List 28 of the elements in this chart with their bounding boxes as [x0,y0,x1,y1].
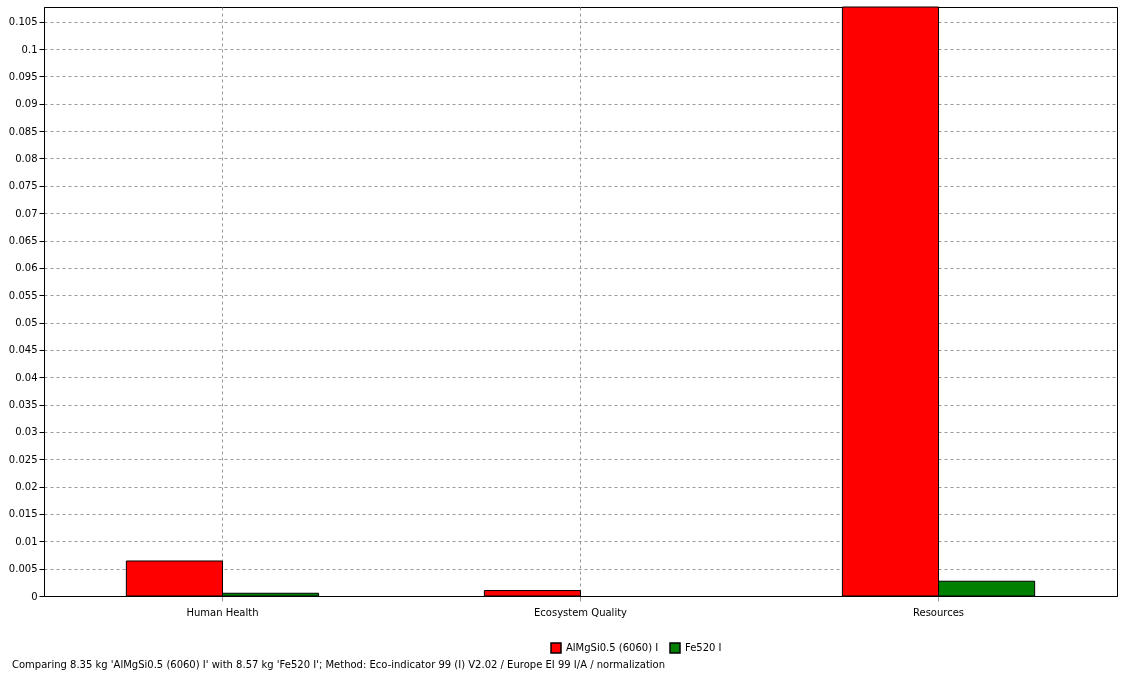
text: Comparing 8.35 kg 'AlMgSi0.5 (6060) I' with 8.57 kg 'Fe520 I'; Method: Eco-indicator 99 (I) V2.02 / Europe EI 99 I/A / normalization [12,659,666,670]
y-tick-label: 0.085 [8,125,38,137]
y-tick-label: 0.005 [8,563,38,575]
y-tick-label: 0.095 [8,70,38,82]
y-tick-label: 0.06 [15,262,38,274]
y-tick-label: 0.065 [8,235,38,247]
y-tick-label: 0.08 [15,152,38,164]
y-tick-label: 0.1 [21,43,38,55]
x-tick-label: Resources [912,606,965,618]
y-tick-label: 0.035 [8,399,38,411]
y-tick-label: 0 [31,590,38,602]
y-tick-label: 0.045 [8,344,38,356]
y-tick-label: 0.07 [15,207,38,219]
y-tick-label: 0.055 [8,289,38,301]
y-tick-label: 0.105 [8,16,38,28]
y-tick-label: 0.04 [15,371,38,383]
x-tick-label: Human Health [186,606,259,618]
legend-label: Fe520 I [685,642,722,653]
y-tick-label: 0.01 [15,535,38,547]
y-tick-label: 0.02 [15,481,38,493]
y-tick-label: 0.025 [8,453,38,465]
y-tick-label: 0.015 [8,508,38,520]
y-tick-label: 0.075 [8,180,38,192]
y-tick-label: 0.05 [15,317,38,329]
x-tick-label: Ecosystem Quality [534,606,628,618]
legend-label: AlMgSi0.5 (6060) I [566,642,659,653]
y-tick-label: 0.03 [15,426,38,438]
y-tick-label: 0.09 [15,98,38,110]
